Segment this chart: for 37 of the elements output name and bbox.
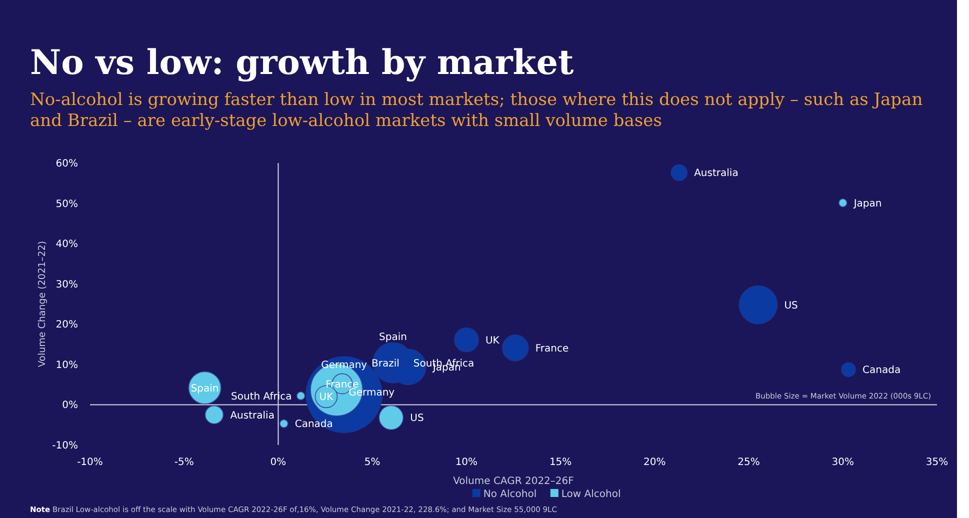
y-tick-label: 10%: [56, 360, 78, 371]
annotation: Australia: [694, 168, 738, 180]
y-tick-label: 30%: [56, 279, 78, 290]
y-tick-label: 20%: [56, 320, 78, 331]
annotation: Australia: [230, 410, 274, 422]
x-tick-label: 0%: [270, 457, 286, 468]
x-tick-label: 5%: [364, 457, 380, 468]
y-tick-label: 40%: [56, 239, 78, 250]
annotation: Japan: [852, 198, 882, 210]
annotation: UK: [485, 335, 500, 346]
chart-subtitle: No-alcohol is growing faster than low in most markets; those where this does not apply – such as Japan and Brazil – are early-stage low-alcohol markets with small volume bases: [30, 90, 924, 132]
x-tick-label: -5%: [174, 457, 194, 468]
annotation: Canada: [862, 365, 901, 376]
y-tick-label: -10%: [52, 440, 78, 452]
y-tick-label: 60%: [56, 158, 78, 170]
annotation: Brazil: [372, 358, 400, 370]
annotation: Canada: [294, 419, 333, 430]
y-axis-title: Volume Change (2021–22): [37, 240, 48, 368]
x-tick-label: 15%: [549, 457, 572, 468]
annotation: US: [410, 413, 424, 424]
y-tick-label: 0%: [62, 400, 78, 412]
annotation: Spain: [190, 383, 219, 394]
x-tick-label: 30%: [832, 457, 854, 468]
chart-title: No vs low: growth by market: [30, 43, 574, 83]
legend-label: No Alcohol: [483, 489, 537, 500]
x-axis-title: Volume CAGR 2022–26F: [453, 476, 574, 487]
y-tick-label: 50%: [56, 198, 78, 210]
annotation: US: [784, 300, 798, 312]
x-tick-label: -10%: [77, 457, 103, 468]
x-tick-label: 20%: [644, 457, 666, 468]
annotation: Spain: [379, 332, 408, 344]
x-tick-label: 10%: [455, 457, 478, 468]
annotation: UK: [319, 392, 334, 404]
legend-label: Low Alcohol: [561, 489, 621, 500]
x-tick-label: 25%: [738, 457, 760, 468]
annotation: France: [535, 343, 569, 354]
x-tick-label: 35%: [926, 457, 948, 468]
